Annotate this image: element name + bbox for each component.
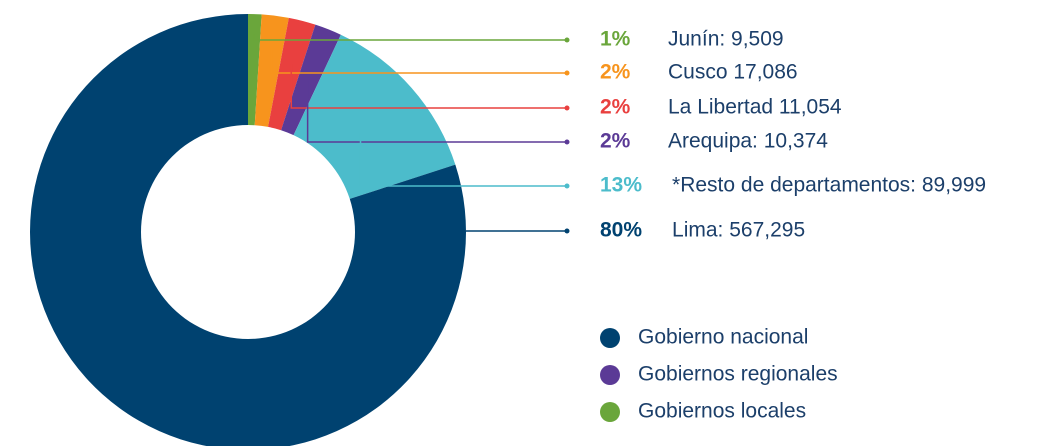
leader-dot <box>564 139 570 145</box>
leader-line <box>253 34 567 41</box>
leader-line <box>359 132 567 187</box>
leader-dot <box>564 37 570 43</box>
slice <box>248 14 262 126</box>
category-label: Junín: 9,509 <box>668 28 784 51</box>
leader-dot <box>564 105 570 111</box>
leader-dot <box>564 183 570 189</box>
category-label: La Libertad 11,054 <box>668 96 842 119</box>
legend-swatch <box>600 365 620 385</box>
legend-label: Gobiernos locales <box>638 400 806 423</box>
legend-label: Gobiernos regionales <box>638 363 838 386</box>
leader-line <box>270 47 567 74</box>
percent-label: 13% <box>600 174 642 197</box>
percent-label: 1% <box>600 28 631 51</box>
leader-dot <box>564 228 570 234</box>
leader-dot <box>564 70 570 76</box>
percent-label: 80% <box>600 219 642 242</box>
slice <box>293 34 456 199</box>
slice <box>30 14 466 446</box>
category-label: *Resto de departamentos: 89,999 <box>672 174 986 197</box>
category-label: Arequipa: 10,374 <box>668 130 828 153</box>
percent-label: 2% <box>600 130 631 153</box>
percent-label: 2% <box>600 61 631 84</box>
leader-line <box>306 81 567 143</box>
legend-swatch <box>600 402 620 422</box>
legend-swatch <box>600 328 620 348</box>
category-label: Cusco 17,086 <box>668 61 798 84</box>
percent-label: 2% <box>600 96 631 119</box>
category-label: Lima: 567,295 <box>672 219 805 242</box>
leader-line <box>290 63 567 109</box>
legend-label: Gobierno nacional <box>638 326 808 349</box>
